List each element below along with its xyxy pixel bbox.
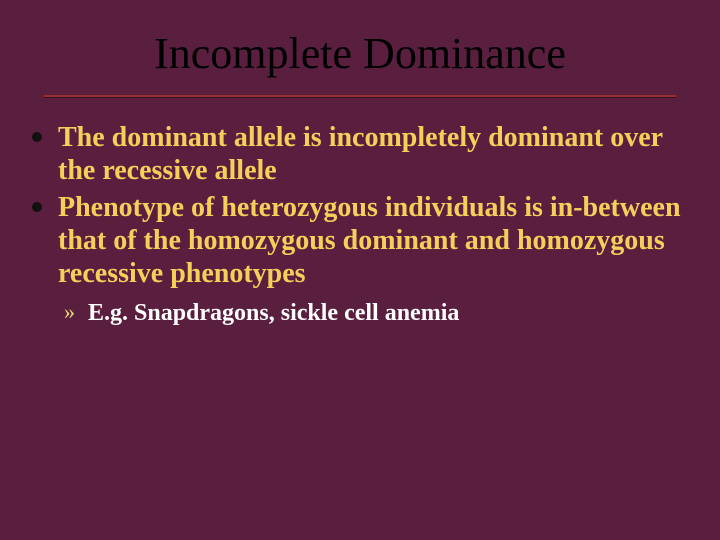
sub-bullet-item: » E.g. Snapdragons, sickle cell anemia [58,298,690,328]
bullet-marker-icon [32,202,42,212]
slide-title: Incomplete Dominance [0,28,720,79]
bullet-item: Phenotype of heterozygous individuals is… [30,191,690,328]
sub-bullet-list: » E.g. Snapdragons, sickle cell anemia [58,290,690,328]
bullet-text: Phenotype of heterozygous individuals is… [58,192,681,289]
slide: Incomplete Dominance The dominant allele… [0,0,720,540]
title-area: Incomplete Dominance [0,0,720,89]
content-area: The dominant allele is incompletely domi… [0,97,720,328]
title-divider [44,95,676,97]
bullet-text: The dominant allele is incompletely domi… [58,122,663,186]
bullet-list: The dominant allele is incompletely domi… [30,121,690,328]
bullet-marker-icon [32,132,42,142]
sub-bullet-text: E.g. Snapdragons, sickle cell anemia [88,300,459,326]
sub-bullet-marker-icon: » [64,298,75,326]
bullet-item: The dominant allele is incompletely domi… [30,121,690,187]
